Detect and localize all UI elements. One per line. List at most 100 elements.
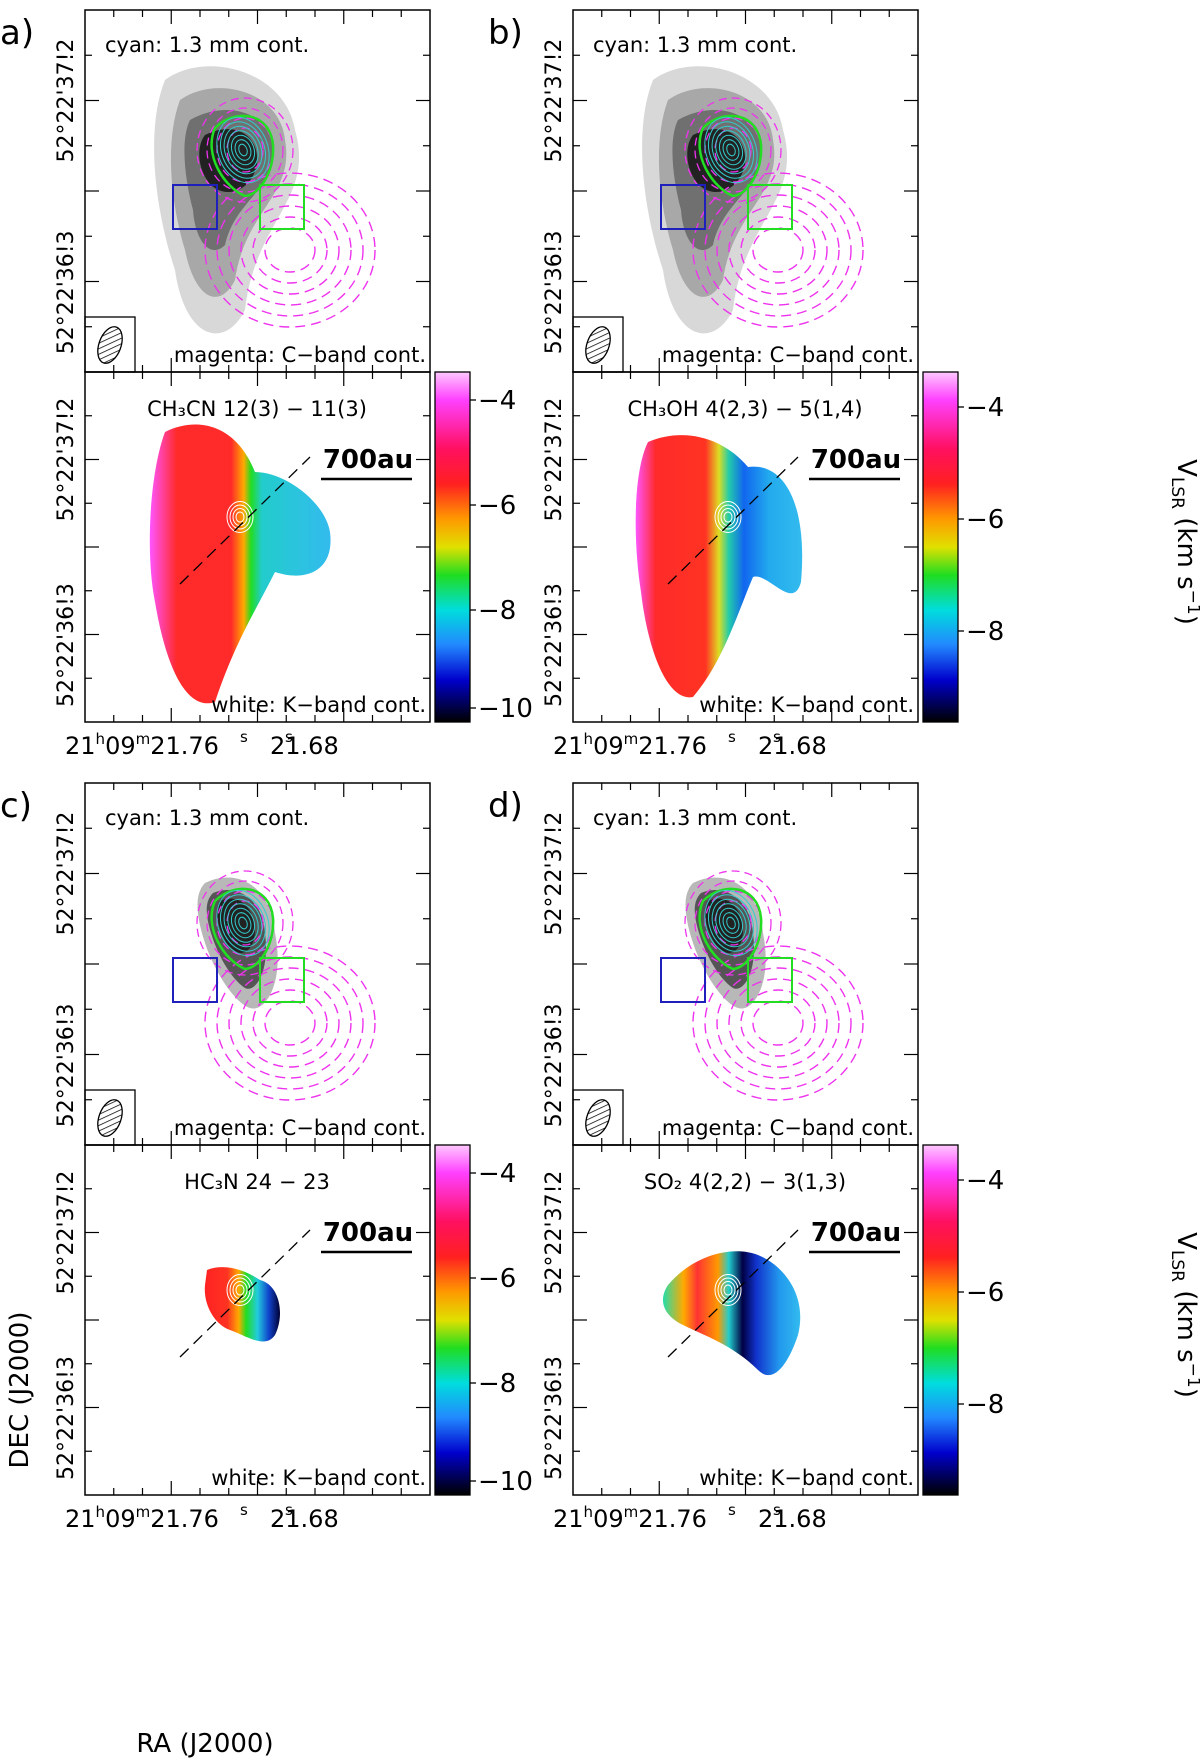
mm-continuum-contour <box>223 125 263 175</box>
c-band-contour <box>740 989 816 1057</box>
c-band-contour <box>196 97 294 203</box>
colorbar-tick-label: −4 <box>478 386 516 416</box>
panel-letter: b) <box>488 13 523 53</box>
c-band-contour <box>240 978 340 1068</box>
mm-continuum-contour <box>707 894 755 952</box>
c-band-contour <box>714 900 752 946</box>
magenta-label: magenta: C−band cont. <box>662 343 914 367</box>
panel-letter: c) <box>0 786 32 826</box>
dec-tick-label: 52°22'37!2 <box>542 812 567 936</box>
c-band-contour <box>226 900 264 946</box>
mm-continuum-contour <box>726 916 736 930</box>
c-band-contour <box>752 227 804 273</box>
mm-continuum-contour <box>718 907 744 939</box>
ra-tick-label: 21.68 <box>758 1505 827 1533</box>
k-band-contour <box>226 501 254 533</box>
c-band-contour <box>684 870 782 976</box>
dec-tick-label: 52°22'36!3 <box>54 583 79 707</box>
k-band-contour <box>723 1284 733 1296</box>
c-band-contour <box>206 107 284 193</box>
ra-tick-sup: s <box>773 1501 781 1519</box>
dec-tick-label: 52°22'37!2 <box>54 398 79 522</box>
scale-bar-label: 700au <box>323 445 413 475</box>
dec-tick-label: 52°22'36!3 <box>54 1003 79 1127</box>
mm-continuum-contour <box>230 907 256 939</box>
k-band-contour <box>717 504 739 530</box>
velocity-colorbar <box>922 1144 959 1496</box>
k-band-contour <box>226 1274 254 1306</box>
magenta-label: magenta: C−band cont. <box>174 343 426 367</box>
c-band-contour <box>252 989 328 1057</box>
scale-bar-label: 700au <box>811 445 901 475</box>
k-band-label: white: K−band cont. <box>211 693 426 717</box>
dec-tick-label: 52°22'37!2 <box>542 39 567 163</box>
ra-tick-sup: s <box>728 1501 736 1519</box>
k-band-contour <box>235 1284 245 1296</box>
mm-continuum-contour <box>238 916 248 930</box>
colorbar-tick-label: −8 <box>478 596 516 626</box>
cyan-label: cyan: 1.3 mm cont. <box>593 806 797 830</box>
velocity-field <box>663 1251 801 1376</box>
dec-tick-label: 52°22'36!3 <box>542 1356 567 1480</box>
upper-map: cyan: 1.3 mm cont. magenta: C−band cont. <box>572 782 919 1146</box>
blue-region-box <box>172 957 218 1003</box>
lower-map: CH₃CN 12(3) − 11(3) 700au white: K−band co… <box>84 371 533 724</box>
mm-continuum-contour <box>715 130 747 170</box>
colorbar-tick-label: −4 <box>966 1166 1004 1196</box>
dec-tick-label: 52°22'37!2 <box>54 812 79 936</box>
beam-ellipse <box>97 1099 123 1137</box>
colorbar-tick-label: −8 <box>478 1369 516 1399</box>
mm-continuum-contour <box>223 898 263 948</box>
k-band-contour <box>235 511 245 523</box>
dec-tick-label: 52°22'36!3 <box>54 1356 79 1480</box>
axis-dashed-line <box>667 1229 799 1358</box>
ra-tick-sup: s <box>728 728 736 746</box>
c-band-contour <box>240 205 340 295</box>
c-band-contour <box>204 945 376 1101</box>
lower-map: SO₂ 4(2,2) − 3(1,3) 700au white: K−band co… <box>572 1144 1200 1496</box>
panel-c: cyan: 1.3 mm cont. magenta: C−band cont. H… <box>0 782 533 1533</box>
c-band-contour <box>716 194 840 306</box>
c-band-contour <box>716 967 840 1079</box>
k-band-label: white: K−band cont. <box>699 1466 914 1490</box>
green-contour <box>698 114 763 198</box>
molecule-label: SO₂ 4(2,2) − 3(1,3) <box>644 1170 846 1194</box>
cyan-label: cyan: 1.3 mm cont. <box>593 33 797 57</box>
axis-dashed-line <box>667 456 799 585</box>
colorbar-tick-label: −6 <box>966 505 1004 535</box>
green-region-box <box>747 957 793 1003</box>
mm-continuum-contour <box>238 143 248 157</box>
ra-tick-sup: s <box>240 1501 248 1519</box>
ra-tick-label: 21h09m21.76 <box>553 730 707 760</box>
c-band-contour <box>728 978 828 1068</box>
colorbar-tick-label: −4 <box>966 393 1004 423</box>
green-contour <box>698 887 763 971</box>
magenta-label: magenta: C−band cont. <box>662 1116 914 1140</box>
mm-continuum-contour <box>227 903 259 943</box>
green-region-box <box>259 184 305 230</box>
beam-ellipse <box>97 326 123 364</box>
k-band-contour <box>714 1274 742 1306</box>
c-band-contour <box>752 1000 804 1046</box>
upper-map: cyan: 1.3 mm cont. magenta: C−band cont. <box>84 782 431 1146</box>
ra-tick-label: 21h09m21.76 <box>553 1503 707 1533</box>
velocity-field <box>635 435 803 698</box>
c-band-contour <box>692 172 864 328</box>
mm-continuum-contour <box>216 889 270 957</box>
dec-tick-label: 52°22'37!2 <box>54 39 79 163</box>
velocity-colorbar <box>922 371 959 723</box>
blue-region-box <box>172 184 218 230</box>
mm-continuum-contour <box>711 898 751 948</box>
mm-continuum-contour <box>230 134 256 166</box>
ra-tick-sup: s <box>773 728 781 746</box>
dec-tick-label: 52°22'37!2 <box>542 398 567 522</box>
green-contour <box>210 887 275 971</box>
mm-continuum-contour <box>219 121 267 179</box>
mm-continuum-contour <box>216 116 270 184</box>
panel-d: cyan: 1.3 mm cont. magenta: C−band cont. S… <box>488 782 1200 1533</box>
mm-continuum-contour <box>704 889 758 957</box>
ra-tick-label: 21h09m21.76 <box>65 730 219 760</box>
dec-tick-label: 52°22'36!3 <box>542 583 567 707</box>
c-band-contour <box>228 194 352 306</box>
c-band-contour <box>264 227 316 273</box>
